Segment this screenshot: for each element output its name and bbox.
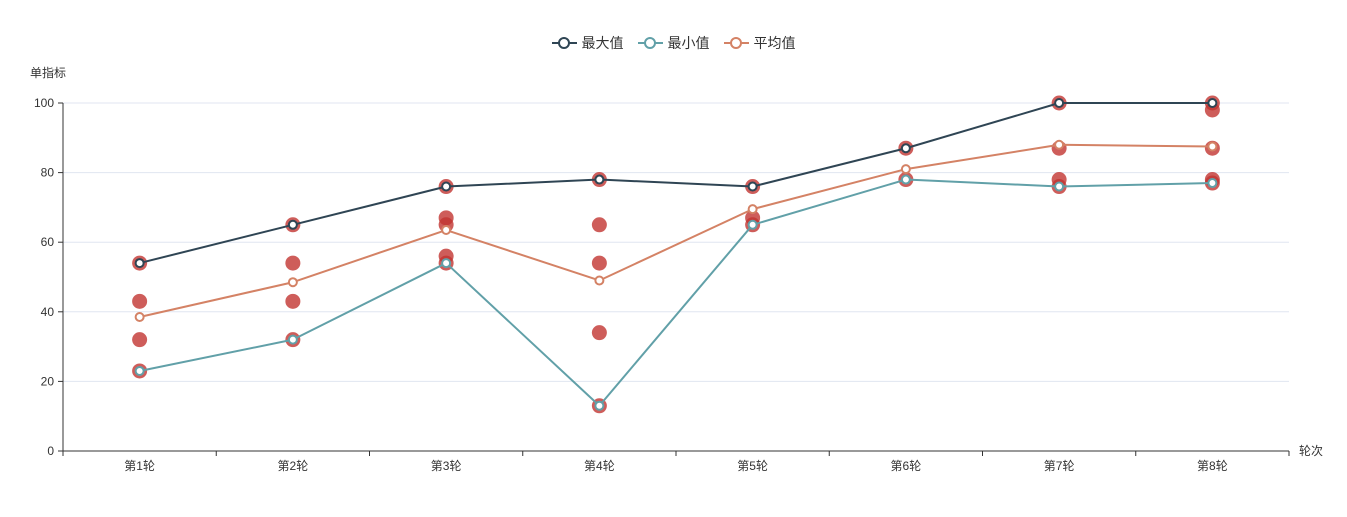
- x-tick-label: 第7轮: [1044, 459, 1075, 473]
- legend-item-avg[interactable]: 平均值: [723, 33, 796, 53]
- legend-label-max: 最大值: [581, 35, 624, 51]
- series-line-2: [139, 143, 1213, 318]
- x-tick-label: 第8轮: [1197, 459, 1228, 473]
- series-point-2[interactable]: [900, 164, 911, 175]
- y-tick-label: 100: [34, 96, 54, 110]
- series-point-0[interactable]: [1054, 98, 1065, 108]
- legend-item-max[interactable]: 最大值: [551, 33, 624, 53]
- series-point-0[interactable]: [441, 181, 452, 192]
- series-point-0[interactable]: [747, 181, 758, 192]
- series-point-2[interactable]: [1207, 141, 1218, 152]
- series-point-2[interactable]: [441, 225, 452, 236]
- series-point-0[interactable]: [594, 174, 605, 185]
- series-line-0: [139, 102, 1213, 265]
- series-point-2[interactable]: [287, 277, 298, 288]
- x-tick-label: 第4轮: [584, 459, 615, 473]
- legend-label-min: 最小值: [667, 35, 710, 51]
- series-point-2[interactable]: [747, 204, 758, 215]
- legend-item-min[interactable]: 最小值: [637, 33, 710, 53]
- series-point-2[interactable]: [594, 275, 605, 286]
- series-point-0[interactable]: [900, 143, 911, 154]
- line-circle-marker-icon: [637, 37, 663, 49]
- line-circle-marker-icon: [551, 37, 577, 49]
- series-point-0[interactable]: [1207, 98, 1218, 108]
- x-axis-name: 轮次: [1299, 444, 1323, 458]
- series-point-1[interactable]: [441, 258, 452, 269]
- x-tick-label: 第3轮: [431, 459, 462, 473]
- scatter-point[interactable]: [591, 217, 607, 233]
- series-point-2[interactable]: [134, 312, 145, 323]
- y-tick-label: 0: [47, 444, 54, 458]
- x-tick-label: 第1轮: [124, 459, 155, 473]
- x-tick-label: 第6轮: [891, 459, 922, 473]
- scatter-point[interactable]: [285, 255, 301, 271]
- scatter-point[interactable]: [285, 293, 301, 309]
- series-line-1: [139, 178, 1213, 407]
- x-tick-label: 第5轮: [737, 459, 768, 473]
- y-tick-label: 60: [41, 235, 55, 249]
- y-tick-label: 20: [41, 374, 55, 388]
- series-point-1[interactable]: [900, 174, 911, 185]
- series-point-0[interactable]: [134, 258, 145, 269]
- legend: 最大值 最小值 平均值: [0, 33, 1347, 53]
- series-point-1[interactable]: [1207, 178, 1218, 189]
- series-point-1[interactable]: [134, 365, 145, 376]
- series-point-1[interactable]: [1054, 181, 1065, 192]
- series-point-1[interactable]: [747, 219, 758, 230]
- legend-label-avg: 平均值: [753, 35, 796, 51]
- series-point-0[interactable]: [287, 219, 298, 230]
- y-tick-label: 80: [41, 166, 55, 180]
- series-point-1[interactable]: [594, 400, 605, 411]
- scatter-point[interactable]: [132, 293, 148, 309]
- scatter-point[interactable]: [132, 332, 148, 348]
- y-tick-label: 40: [41, 305, 55, 319]
- line-circle-marker-icon: [723, 37, 749, 49]
- scatter-point[interactable]: [591, 255, 607, 271]
- x-tick-label: 第2轮: [278, 459, 309, 473]
- series-point-2[interactable]: [1054, 139, 1065, 150]
- scatter-point[interactable]: [591, 325, 607, 341]
- series-point-1[interactable]: [287, 334, 298, 345]
- y-axis-name: 单指标: [30, 65, 66, 80]
